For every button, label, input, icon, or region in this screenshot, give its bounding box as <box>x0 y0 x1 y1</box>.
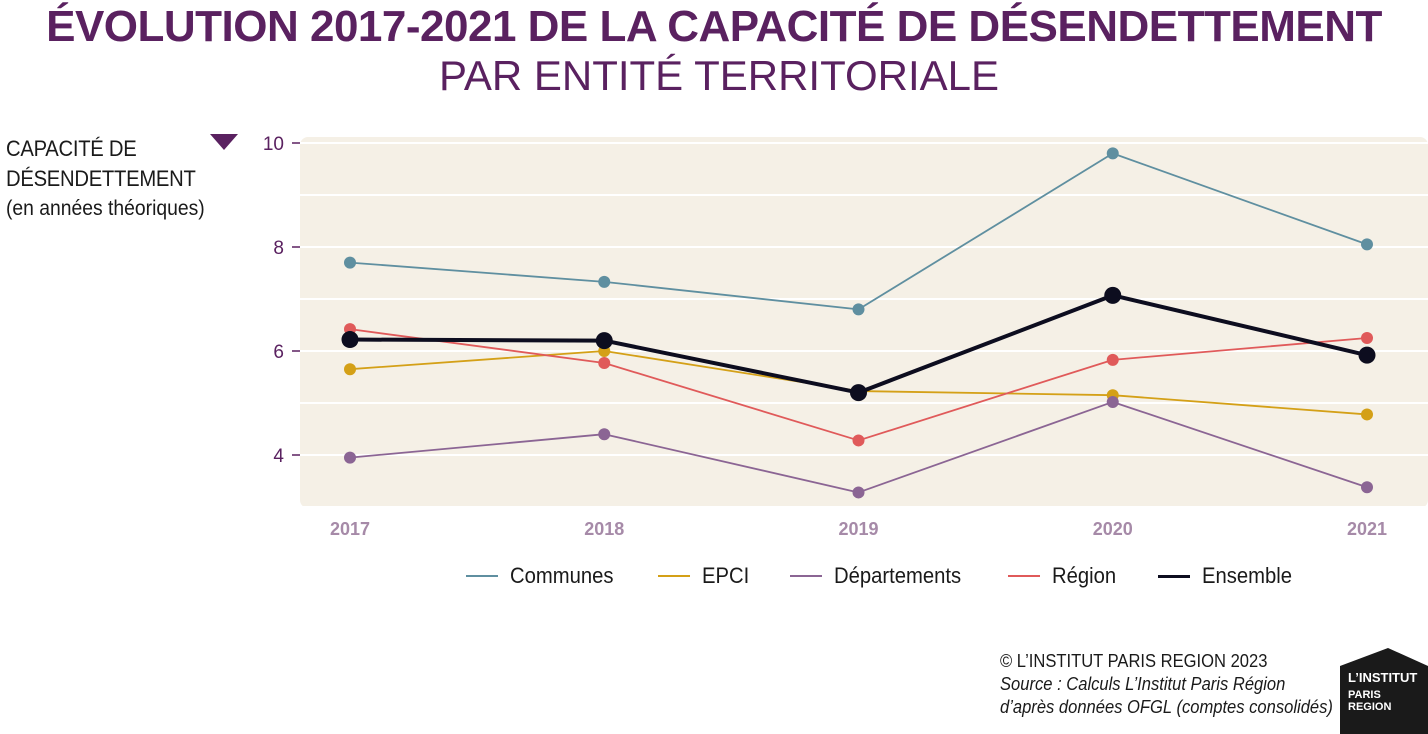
legend-item: Région <box>1008 563 1122 589</box>
x-tick-label: 2018 <box>584 519 624 539</box>
x-tick-label: 2017 <box>330 519 370 539</box>
data-point <box>598 275 611 288</box>
chart-title: ÉVOLUTION 2017-2021 DE LA CAPACITÉ DE DÉ… <box>46 2 1382 51</box>
legend-label: Départements <box>833 563 961 588</box>
data-point <box>1106 147 1119 160</box>
y-axis-label-line3: (en années théoriques) <box>6 197 205 220</box>
series-ensemble <box>341 286 1376 402</box>
x-tick-label: 2020 <box>1093 519 1133 539</box>
legend-swatch <box>658 575 691 577</box>
legend-swatch <box>1008 575 1041 577</box>
data-point <box>598 356 611 369</box>
y-axis-label-line1: CAPACITÉ DE <box>6 136 137 161</box>
data-point <box>344 451 356 464</box>
series-départements <box>344 395 1373 499</box>
data-point <box>1358 346 1376 364</box>
footer-credits: © L’INSTITUT PARIS REGION 2023 Source : … <box>1000 650 1340 719</box>
logo-line1: L’INSTITUT <box>1348 670 1417 685</box>
x-tick-label: 2021 <box>1347 519 1387 539</box>
logo-line2: PARIS <box>1348 689 1381 701</box>
legend-item: EPCI <box>658 563 753 589</box>
data-point <box>852 434 865 447</box>
y-tick-label: 10 <box>263 134 284 155</box>
data-point <box>344 363 356 376</box>
source-line-2: d’après données OFGL (comptes consolidés… <box>1000 697 1333 717</box>
y-axis-label-line2: DÉSENDETTEMENT <box>6 166 196 191</box>
series-région <box>344 323 1373 447</box>
triangle-down-icon <box>210 134 238 150</box>
data-point <box>595 332 613 350</box>
data-point <box>1361 481 1373 494</box>
chart-subtitle: PAR ENTITÉ TERRITORIALE <box>438 52 1000 99</box>
institut-paris-region-logo: L’INSTITUT PARIS REGION <box>1340 648 1428 734</box>
data-point <box>344 256 356 269</box>
plot-area <box>300 137 1428 508</box>
data-point <box>1104 286 1122 304</box>
data-point <box>852 303 865 316</box>
x-tick-label: 2019 <box>838 519 878 539</box>
legend-label: Communes <box>510 563 614 588</box>
data-point <box>341 331 359 349</box>
data-point <box>1361 238 1373 251</box>
data-point <box>1106 395 1119 408</box>
legend-swatch <box>1157 574 1190 578</box>
legend-label: Ensemble <box>1201 563 1292 588</box>
series-communes <box>344 147 1373 316</box>
data-point <box>850 384 867 402</box>
data-point <box>1361 332 1373 344</box>
legend-item: Communes <box>466 563 622 589</box>
source-line-1: Source : Calculs L’Institut Paris Région <box>1000 674 1286 694</box>
data-point <box>852 486 865 499</box>
data-point <box>1361 408 1373 421</box>
legend-swatch <box>466 575 498 577</box>
data-point <box>598 428 611 441</box>
logo-line3: REGION <box>1348 701 1391 713</box>
legend-label: Région <box>1052 563 1117 588</box>
data-point <box>1106 353 1119 366</box>
legend-label: EPCI <box>702 563 750 588</box>
y-axis-label: CAPACITÉ DE DÉSENDETTEMENT (en années th… <box>6 134 236 224</box>
y-tick-label: 8 <box>273 238 284 259</box>
chart-legend: Communes EPCI Départements Région Ensemble <box>466 560 1336 592</box>
legend-item: Départements <box>789 563 972 589</box>
legend-swatch <box>789 575 822 577</box>
copyright-text: © L’INSTITUT PARIS REGION 2023 <box>1000 651 1268 671</box>
y-tick-label: 6 <box>273 342 284 363</box>
legend-item: Ensemble <box>1157 563 1300 589</box>
y-tick-label: 4 <box>273 446 284 467</box>
